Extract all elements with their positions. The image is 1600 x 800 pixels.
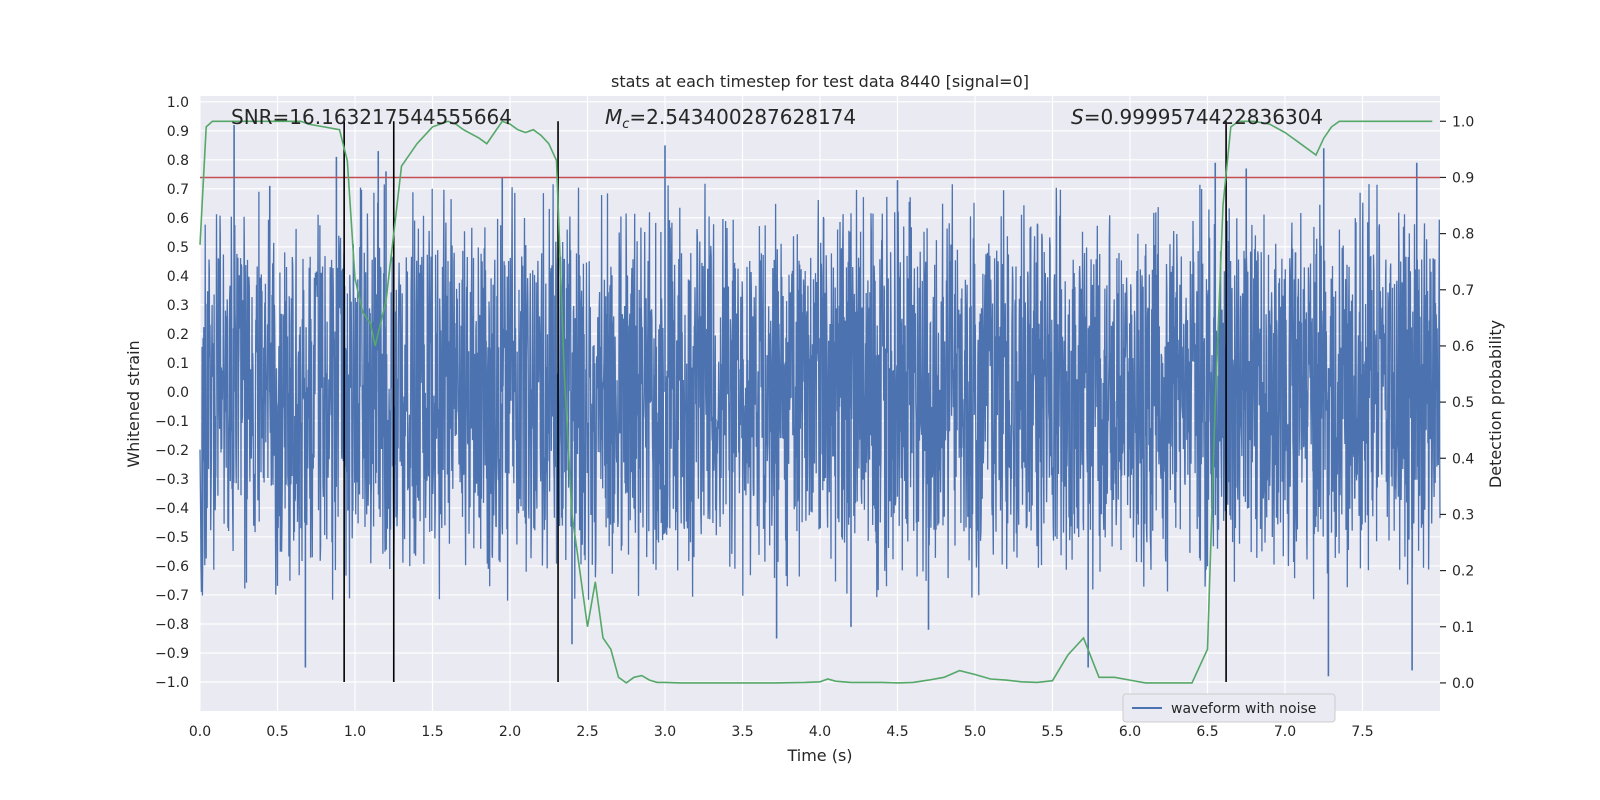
y-left-tick-label: 0.8 <box>167 153 189 169</box>
y-left-tick-label: 0.9 <box>167 124 189 140</box>
x-tick-label: 3.5 <box>731 724 753 740</box>
x-tick-label: 1.0 <box>344 724 366 740</box>
probability-line <box>199 120 1433 684</box>
y-left-tick-label: 0.6 <box>167 211 189 227</box>
y-left-tick-label: −0.1 <box>155 414 189 430</box>
significance-value: =0.9999574422836304 <box>1084 105 1323 129</box>
y-right-tick-label: 0.2 <box>1452 564 1474 580</box>
x-tick-label: 1.5 <box>421 724 443 740</box>
x-tick-label: 6.0 <box>1119 724 1141 740</box>
x-tick-label: 5.5 <box>1041 724 1063 740</box>
x-tick-label: 3.0 <box>654 724 676 740</box>
x-tick-label: 0.0 <box>189 724 211 740</box>
y-left-tick-label: −0.9 <box>155 646 189 662</box>
y-right-tick-label: 0.0 <box>1452 676 1474 692</box>
y-right-axis-label: Detection probability <box>1486 320 1505 488</box>
y-right-tick-label: 0.5 <box>1452 395 1474 411</box>
y-right-tick-label: 0.7 <box>1452 283 1474 299</box>
x-axis-label: Time (s) <box>786 746 852 765</box>
significance-annotation: S=0.9999574422836304 <box>1071 105 1323 129</box>
y-left-tick-label: 0.5 <box>167 240 189 256</box>
y-left-tick-label: −0.4 <box>155 501 189 517</box>
y-right-tick-label: 0.4 <box>1452 451 1474 467</box>
legend: waveform with noise <box>1122 693 1336 723</box>
y-left-tick-label: 1.0 <box>167 95 189 111</box>
y-right-tick-label: 0.8 <box>1452 227 1474 243</box>
x-tick-label: 7.0 <box>1274 724 1296 740</box>
chirp-mass-value: =2.543400287628174 <box>629 105 856 129</box>
y-right-tick-label: 0.1 <box>1452 620 1474 636</box>
y-left-tick-label: −0.3 <box>155 472 189 488</box>
y-left-tick-label: 0.3 <box>167 298 189 314</box>
y-left-tick-label: −1.0 <box>155 675 189 691</box>
y-left-tick-label: 0.0 <box>167 385 189 401</box>
y-left-tick-label: −0.8 <box>155 617 189 633</box>
y-left-axis-ticks: 1.0 0.9 0.8 0.7 0.6 0.5 0.4 0.3 0.2 0.1 0.0 −0.1 −0.… <box>155 95 189 691</box>
probability-series <box>199 120 1433 684</box>
y-left-tick-label: 0.4 <box>167 269 189 285</box>
y-left-tick-label: −0.2 <box>155 443 189 459</box>
snr-annotation: SNR=16.163217544555664 <box>231 105 512 129</box>
chirp-mass-subscript: c <box>622 117 629 132</box>
chart-title: stats at each timestep for test data 844… <box>611 72 1029 91</box>
y-left-tick-label: 0.1 <box>167 356 189 372</box>
y-left-axis-label: Whitened strain <box>124 340 143 467</box>
x-tick-label: 2.5 <box>576 724 598 740</box>
y-left-tick-label: −0.6 <box>155 559 189 575</box>
legend-label: waveform with noise <box>1171 701 1316 717</box>
y-right-axis-ticks: 1.0 0.9 0.8 0.7 0.6 0.5 0.4 0.3 0.2 0.1 0.0 <box>1440 114 1474 692</box>
y-right-tick-label: 0.3 <box>1452 507 1474 523</box>
x-tick-label: 2.0 <box>499 724 521 740</box>
legend-box <box>1122 693 1336 723</box>
chirp-mass-annotation: Mc=2.543400287628174 <box>605 105 856 132</box>
y-left-tick-label: −0.7 <box>155 588 189 604</box>
significance-symbol: S <box>1071 105 1084 129</box>
y-right-tick-label: 0.9 <box>1452 170 1474 186</box>
x-axis-ticks: 0.0 0.5 1.0 1.5 2.0 2.5 3.0 3.5 4.0 4.5 5.0 5.5 6.0 6… <box>189 724 1374 740</box>
y-left-tick-label: 0.2 <box>167 327 189 343</box>
x-tick-label: 5.0 <box>964 724 986 740</box>
x-tick-label: 0.5 <box>266 724 288 740</box>
x-tick-label: 7.5 <box>1351 724 1373 740</box>
y-right-tick-label: 0.6 <box>1452 339 1474 355</box>
y-left-tick-label: −0.5 <box>155 530 189 546</box>
x-tick-label: 4.5 <box>886 724 908 740</box>
y-left-tick-label: 0.7 <box>167 182 189 198</box>
chirp-mass-symbol: M <box>605 105 622 129</box>
waveform-line <box>199 183 1441 601</box>
x-tick-label: 4.0 <box>809 724 831 740</box>
x-tick-label: 6.5 <box>1196 724 1218 740</box>
y-right-tick-label: 1.0 <box>1452 114 1474 130</box>
